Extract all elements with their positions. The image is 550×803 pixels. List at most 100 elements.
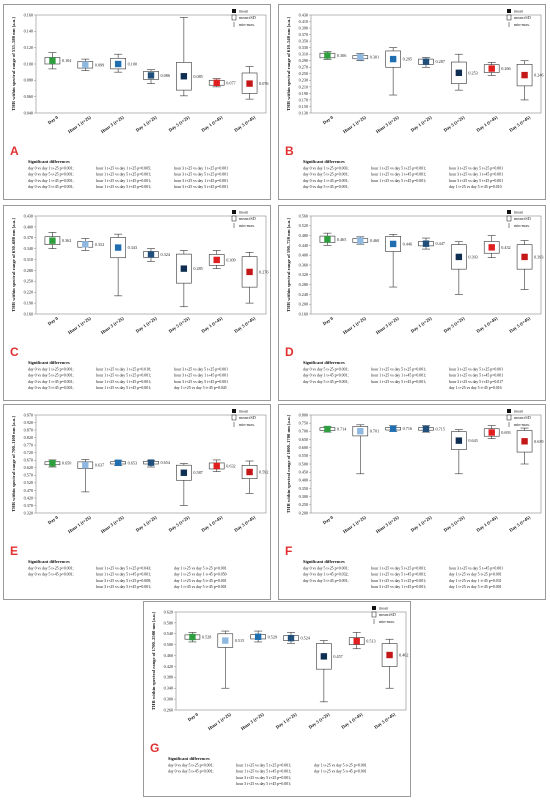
mean-marker — [422, 240, 430, 247]
sig-entry: hour 1 t+25 vs day 5 t+45 p=0.001; — [236, 770, 291, 774]
y-tick-label: 0.130 — [299, 110, 308, 115]
data-label: 0.343 — [128, 245, 137, 250]
y-tick-label: 0.250 — [24, 279, 33, 284]
mean-marker — [222, 637, 229, 644]
y-tick-label: 0.330 — [299, 45, 308, 50]
y-tick-label: 0.380 — [164, 675, 173, 680]
legend-mean-label: mean — [379, 606, 389, 611]
sig-heading: Significant differences — [28, 360, 70, 365]
mean-marker — [521, 253, 528, 261]
sig-entry: day 0 vs day 5 t+45 p=0.001; — [28, 386, 74, 390]
plot-frame — [35, 14, 267, 114]
data-label: 0.457 — [333, 654, 342, 659]
x-tick-label: Hour 3 (t+25) — [100, 514, 125, 534]
y-axis-label: THR within spectral range of 630–680 nm … — [11, 218, 16, 312]
sig-entry: hour 1 t+25 vs day 5 t+45 p=0.001; — [371, 179, 426, 183]
y-tick-label: 0.310 — [299, 52, 308, 57]
sig-entry: day 0 vs day 5 t+25 p=0.001; — [303, 567, 349, 571]
y-tick-label: 0.160 — [24, 311, 33, 316]
y-tick-label: 0.430 — [24, 213, 33, 218]
chart-g: 0.260 0.300 0.340 0.380 0.420 0.460 0.500 0.540… — [150, 606, 408, 787]
mean-marker — [324, 52, 331, 59]
x-tick-label: Day 1 (t+25) — [410, 315, 433, 333]
mean-marker — [49, 460, 56, 467]
legend-mean-swatch — [507, 9, 511, 13]
data-label: 0.393 — [534, 254, 543, 259]
data-label: 0.515 — [235, 638, 244, 643]
x-tick-label: Day 5 (t+45) — [233, 114, 256, 132]
data-label: 0.253 — [468, 70, 477, 75]
data-label: 0.086 — [161, 73, 170, 78]
y-tick-label: 0.320 — [299, 272, 308, 277]
sig-entry: day 1 t+25 vs day 5 t+25 p=0.001 — [174, 567, 227, 571]
data-label: 0.643 — [468, 438, 477, 443]
legend-mean-label: mean — [514, 409, 524, 414]
sig-entry: day 0 vs day 1 t+45 p=0.001; — [28, 179, 74, 183]
x-tick-label: Day 5 (t+25) — [168, 114, 191, 132]
legend-sd-label: mean±SD — [514, 216, 531, 221]
sig-entry: hour 3 t+25 vs day 1 t+45 p=0.001; — [371, 585, 426, 589]
data-label: 0.639 — [534, 439, 543, 444]
y-tick-label: 0.870 — [24, 427, 33, 432]
panel-letter: G — [150, 741, 159, 755]
sig-entry: day 0 vs day 5 t+45 p=0.001; — [303, 380, 349, 384]
x-tick-label: Day 5 (t+45) — [508, 514, 531, 532]
y-tick-label: 0.520 — [24, 480, 33, 485]
legend-sd-swatch — [371, 611, 377, 618]
y-tick-label: 0.410 — [299, 19, 308, 24]
y-tick-label: 0.200 — [299, 510, 308, 515]
sig-entry: hour 3 t+25 vs day 1 t+45 p=0.001 — [174, 179, 228, 183]
legend-sd-swatch — [506, 414, 512, 421]
mean-marker — [114, 459, 122, 466]
chart-d: 0.160 0.200 0.240 0.280 0.320 0.360 0.400 0.440… — [285, 210, 543, 391]
sig-entry: day 0 vs day 5 t+45 p=0.001; — [303, 579, 349, 583]
panel-letter: B — [285, 144, 294, 158]
data-label: 0.287 — [436, 59, 445, 64]
x-tick-label: Hour 1 (t+25) — [342, 114, 367, 134]
legend-sd-swatch — [231, 215, 237, 222]
x-tick-label: Day 5 (t+45) — [233, 315, 256, 333]
sig-entry: hour 1 t+25 vs day 1 t+45 p=0.001; — [371, 374, 426, 378]
legend-sd-swatch — [506, 215, 512, 222]
y-tick-label: 0.430 — [299, 12, 308, 17]
sig-entry: hour 1 t+25 vs day 5 t+25 p=0.001; — [96, 374, 151, 378]
mean-marker — [147, 72, 155, 79]
sig-entry: day 0 vs day 1 t+45 p=0.001; — [28, 380, 74, 384]
y-tick-label: 0.820 — [24, 435, 33, 440]
data-label: 0.104 — [62, 58, 72, 63]
y-tick-label: 0.540 — [164, 631, 173, 636]
sig-entry: day 0 vs day 1 t+25 p=0.001; — [28, 368, 74, 372]
sig-entry: day 0 vs day 5 t+45 p=0.001; — [28, 573, 74, 577]
sig-entry: hour 1 t+25 vs day 1 t+25 p=0.005; — [96, 167, 151, 171]
mean-marker — [488, 65, 495, 72]
sig-entry: hour 3 t+25 vs day 1 t+45 p=0.001 — [174, 374, 228, 378]
mean-marker — [246, 80, 253, 87]
legend-mean-swatch — [507, 210, 511, 214]
y-tick-label: 0.620 — [164, 609, 173, 614]
y-tick-label: 0.970 — [24, 412, 33, 417]
mean-marker — [422, 425, 430, 433]
y-tick-label: 0.230 — [299, 78, 308, 83]
x-tick-label: Hour 1 (t+25) — [342, 514, 367, 534]
panel-letter: D — [285, 345, 294, 359]
mean-marker — [324, 425, 331, 433]
y-tick-label: 0.600 — [299, 445, 308, 450]
legend-sd-swatch — [231, 414, 237, 421]
mean-marker — [357, 53, 364, 61]
mean-marker — [180, 73, 188, 80]
sig-entry: day 0 vs day 5 t+25 p=0.001; — [28, 374, 74, 378]
sig-entry: day 1 t+25 vs day 5 t+45 p=0.001 — [449, 585, 502, 589]
legend-mean-swatch — [232, 210, 236, 214]
data-label: 0.654 — [161, 460, 171, 465]
y-tick-label: 0.520 — [299, 223, 308, 228]
plot-frame — [35, 414, 267, 514]
panel-f: 0.200 0.250 0.300 0.350 0.400 0.450 0.500 0.550… — [278, 404, 546, 600]
x-tick-label: Day 5 (t+25) — [308, 711, 331, 729]
y-tick-label: 0.160 — [299, 311, 308, 316]
sig-entry: hour 1 t+25 vs day 1 t+45 p=0.001; — [96, 380, 151, 384]
mean-marker — [147, 459, 155, 466]
y-tick-label: 0.250 — [299, 71, 308, 76]
sig-entry: hour 1 t+25 vs day 5 t+45 p=0.001; — [96, 185, 151, 189]
sig-entry: day 0 vs day 5 t+25 p=0.001; — [28, 173, 74, 177]
